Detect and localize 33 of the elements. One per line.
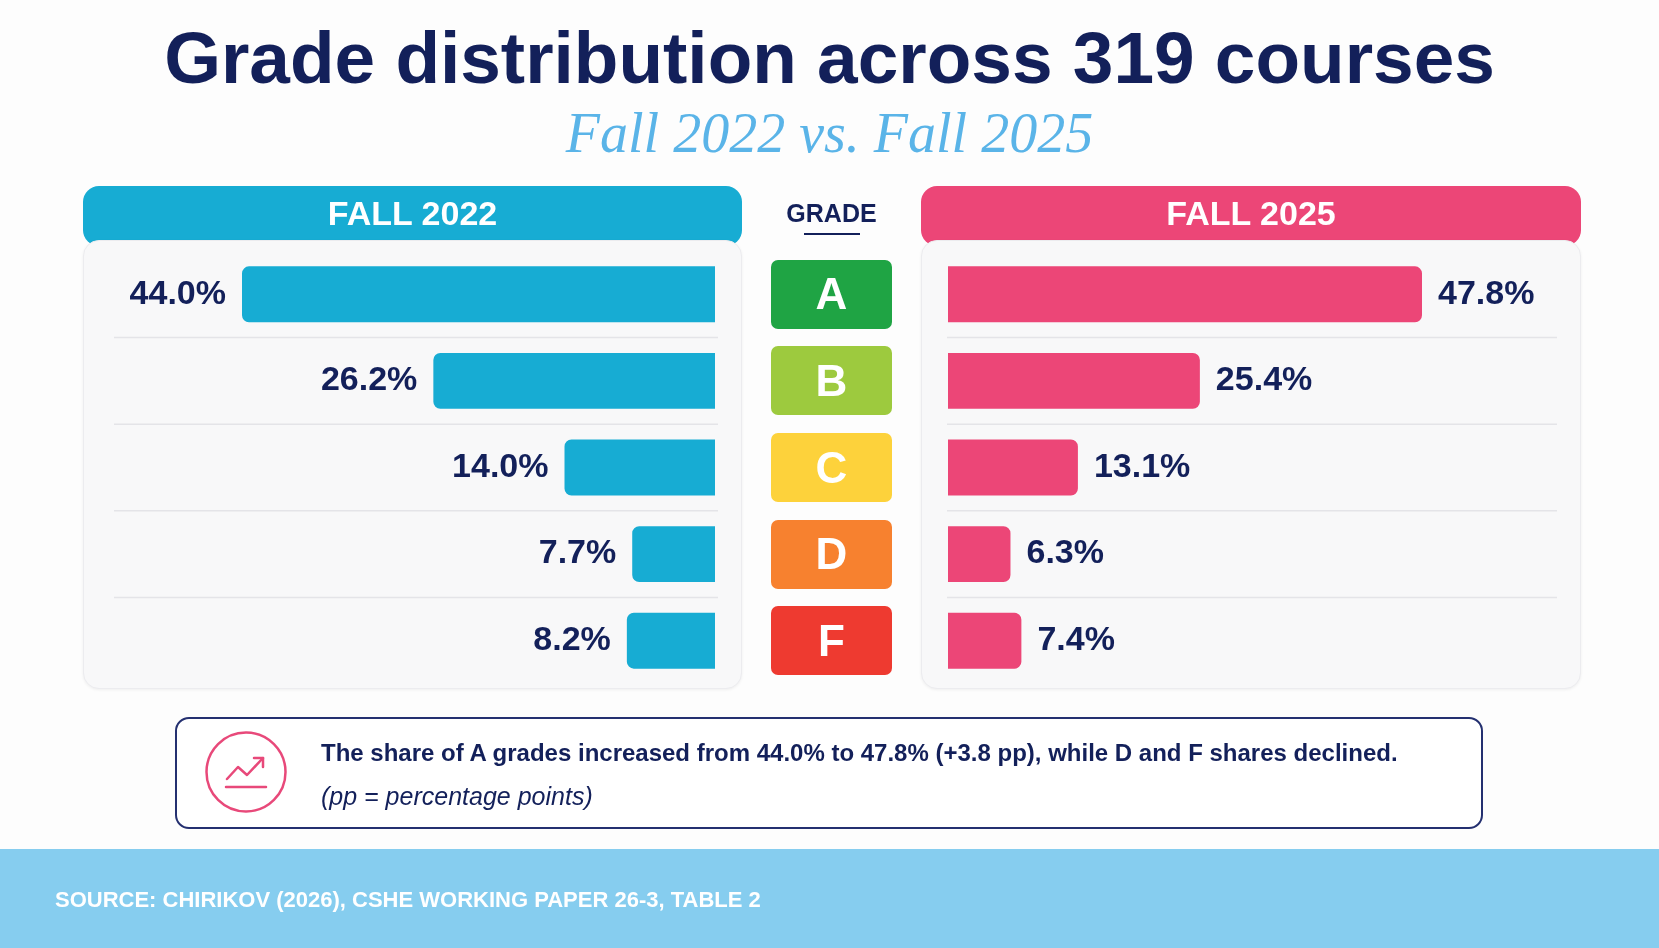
- data-label: 44.0%: [129, 272, 226, 311]
- data-label: 7.4%: [1037, 619, 1115, 658]
- y-tick-label: A: [814, 268, 849, 321]
- bar: [948, 352, 1200, 409]
- bar: [242, 266, 715, 323]
- text: (pp = percentage points): [321, 781, 593, 811]
- series-label: FALL 2025: [1165, 193, 1337, 234]
- bar: [433, 352, 715, 409]
- bar: [626, 612, 715, 669]
- data-label: 26.2%: [320, 359, 418, 398]
- bar: [948, 612, 1022, 669]
- source-note: SOURCE: CHIRIKOV (2026), CSHE WORKING PAPER 26-3, TABLE 2: [55, 886, 761, 914]
- data-label: 8.2%: [533, 619, 611, 658]
- data-label: 13.1%: [1093, 445, 1191, 484]
- y-tick-label: B: [814, 354, 849, 407]
- text: Fall 2022 vs. Fall 2025: [564, 101, 1095, 165]
- data-label: 14.0%: [452, 445, 549, 484]
- series-label: FALL 2022: [326, 193, 499, 234]
- bar: [948, 439, 1078, 496]
- chart-title: Grade distribution across 319 courses: [163, 16, 1496, 100]
- y-axis-title: GRADE: [785, 198, 878, 229]
- data-label: 25.4%: [1215, 359, 1313, 398]
- data-label: 47.8%: [1438, 272, 1535, 311]
- text: The share of A grades increased from 44.0% to 47.8% (+3.8 pp), while D and F shares declined.: [321, 738, 1398, 768]
- bar: [948, 266, 1422, 323]
- bar: [564, 439, 715, 496]
- y-tick-label: F: [817, 614, 846, 667]
- y-tick-label: D: [814, 528, 849, 581]
- data-label: 7.7%: [538, 532, 617, 571]
- bar: [948, 526, 1011, 583]
- data-label: 6.3%: [1026, 532, 1104, 571]
- y-tick-label: C: [814, 441, 849, 494]
- bar: [632, 526, 715, 583]
